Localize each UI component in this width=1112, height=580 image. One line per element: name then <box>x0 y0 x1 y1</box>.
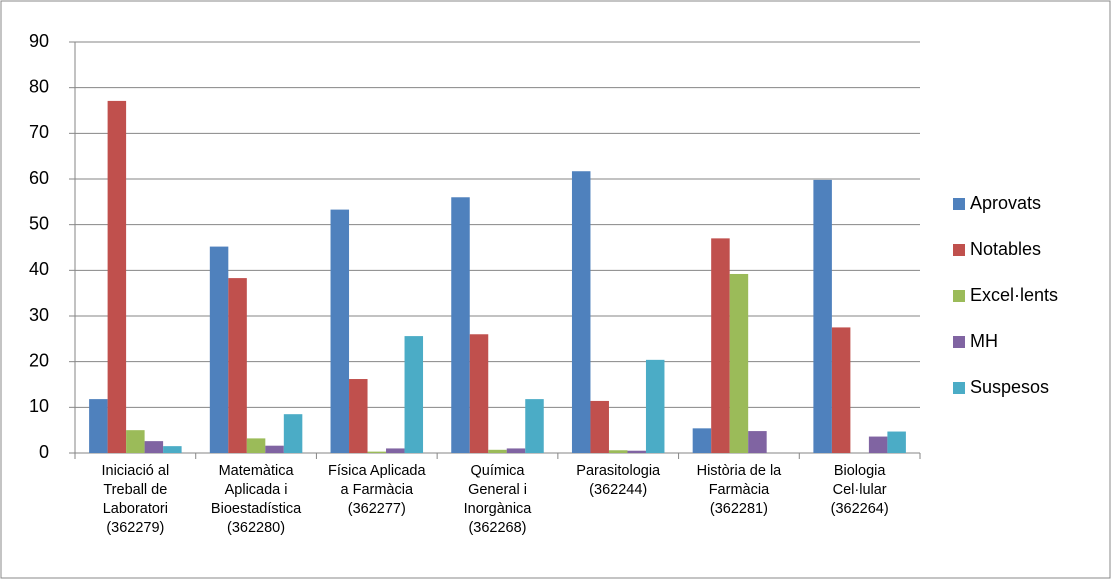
legend-label: Excel·lents <box>970 285 1058 305</box>
bar <box>590 400 609 453</box>
bar <box>330 209 350 453</box>
bar <box>488 449 507 453</box>
x-tick-label: Física Aplicada a Farmàcia (362277) <box>328 463 426 517</box>
x-tick-label: Matemàtica Aplicada i Bioestadística (36… <box>210 463 302 536</box>
bar <box>887 431 906 453</box>
bar <box>144 441 164 453</box>
legend-swatch <box>953 382 965 394</box>
bar <box>367 451 387 453</box>
bar <box>107 100 127 453</box>
y-tick-label: 10 <box>29 396 49 416</box>
bar <box>469 334 489 453</box>
legend-swatch <box>953 336 965 348</box>
legend-label: MH <box>970 331 998 351</box>
y-tick-label: 80 <box>29 76 49 96</box>
bar <box>729 273 749 453</box>
bar <box>349 379 368 453</box>
legend-label: Notables <box>970 239 1041 259</box>
bar <box>692 428 712 453</box>
bar <box>506 448 526 453</box>
bar <box>386 448 405 453</box>
bar <box>228 278 247 453</box>
legend-swatch <box>953 198 965 210</box>
bar <box>404 336 424 453</box>
y-tick-label: 90 <box>29 31 49 51</box>
bar <box>571 171 591 453</box>
x-tick-label: Parasitologia (362244) <box>576 463 661 498</box>
bar <box>163 446 182 453</box>
bar <box>126 430 145 453</box>
bar <box>265 445 284 453</box>
bar <box>868 436 888 453</box>
y-tick-label: 20 <box>29 350 49 370</box>
y-tick-label: 60 <box>29 168 49 188</box>
bar <box>831 327 851 453</box>
y-tick-label: 30 <box>29 305 49 325</box>
legend-label: Suspesos <box>970 377 1049 397</box>
x-tick-label: Iniciació al Treball de Laboratori (3622… <box>101 463 170 536</box>
bar <box>813 179 832 453</box>
bar <box>525 399 544 453</box>
bar <box>246 438 266 453</box>
bar <box>89 399 108 453</box>
bar <box>209 246 229 453</box>
y-tick-label: 40 <box>29 259 49 279</box>
y-tick-label: 50 <box>29 213 49 233</box>
bar <box>608 450 628 453</box>
y-tick-label: 0 <box>39 442 49 462</box>
bar <box>451 197 470 453</box>
x-tick-label: Biologia Cel·lular (362264) <box>830 463 889 517</box>
legend-swatch <box>953 290 965 302</box>
bar <box>645 359 665 453</box>
legend-swatch <box>953 244 965 256</box>
bar <box>748 431 767 453</box>
bar <box>711 238 730 453</box>
x-tick-label: Química General i Inorgànica (362268) <box>463 463 532 536</box>
bar <box>283 414 303 453</box>
bar <box>627 450 646 453</box>
y-tick-label: 70 <box>29 122 49 142</box>
legend-label: Aprovats <box>970 193 1041 213</box>
x-tick-label: Història de la Farmàcia (362281) <box>696 463 782 517</box>
